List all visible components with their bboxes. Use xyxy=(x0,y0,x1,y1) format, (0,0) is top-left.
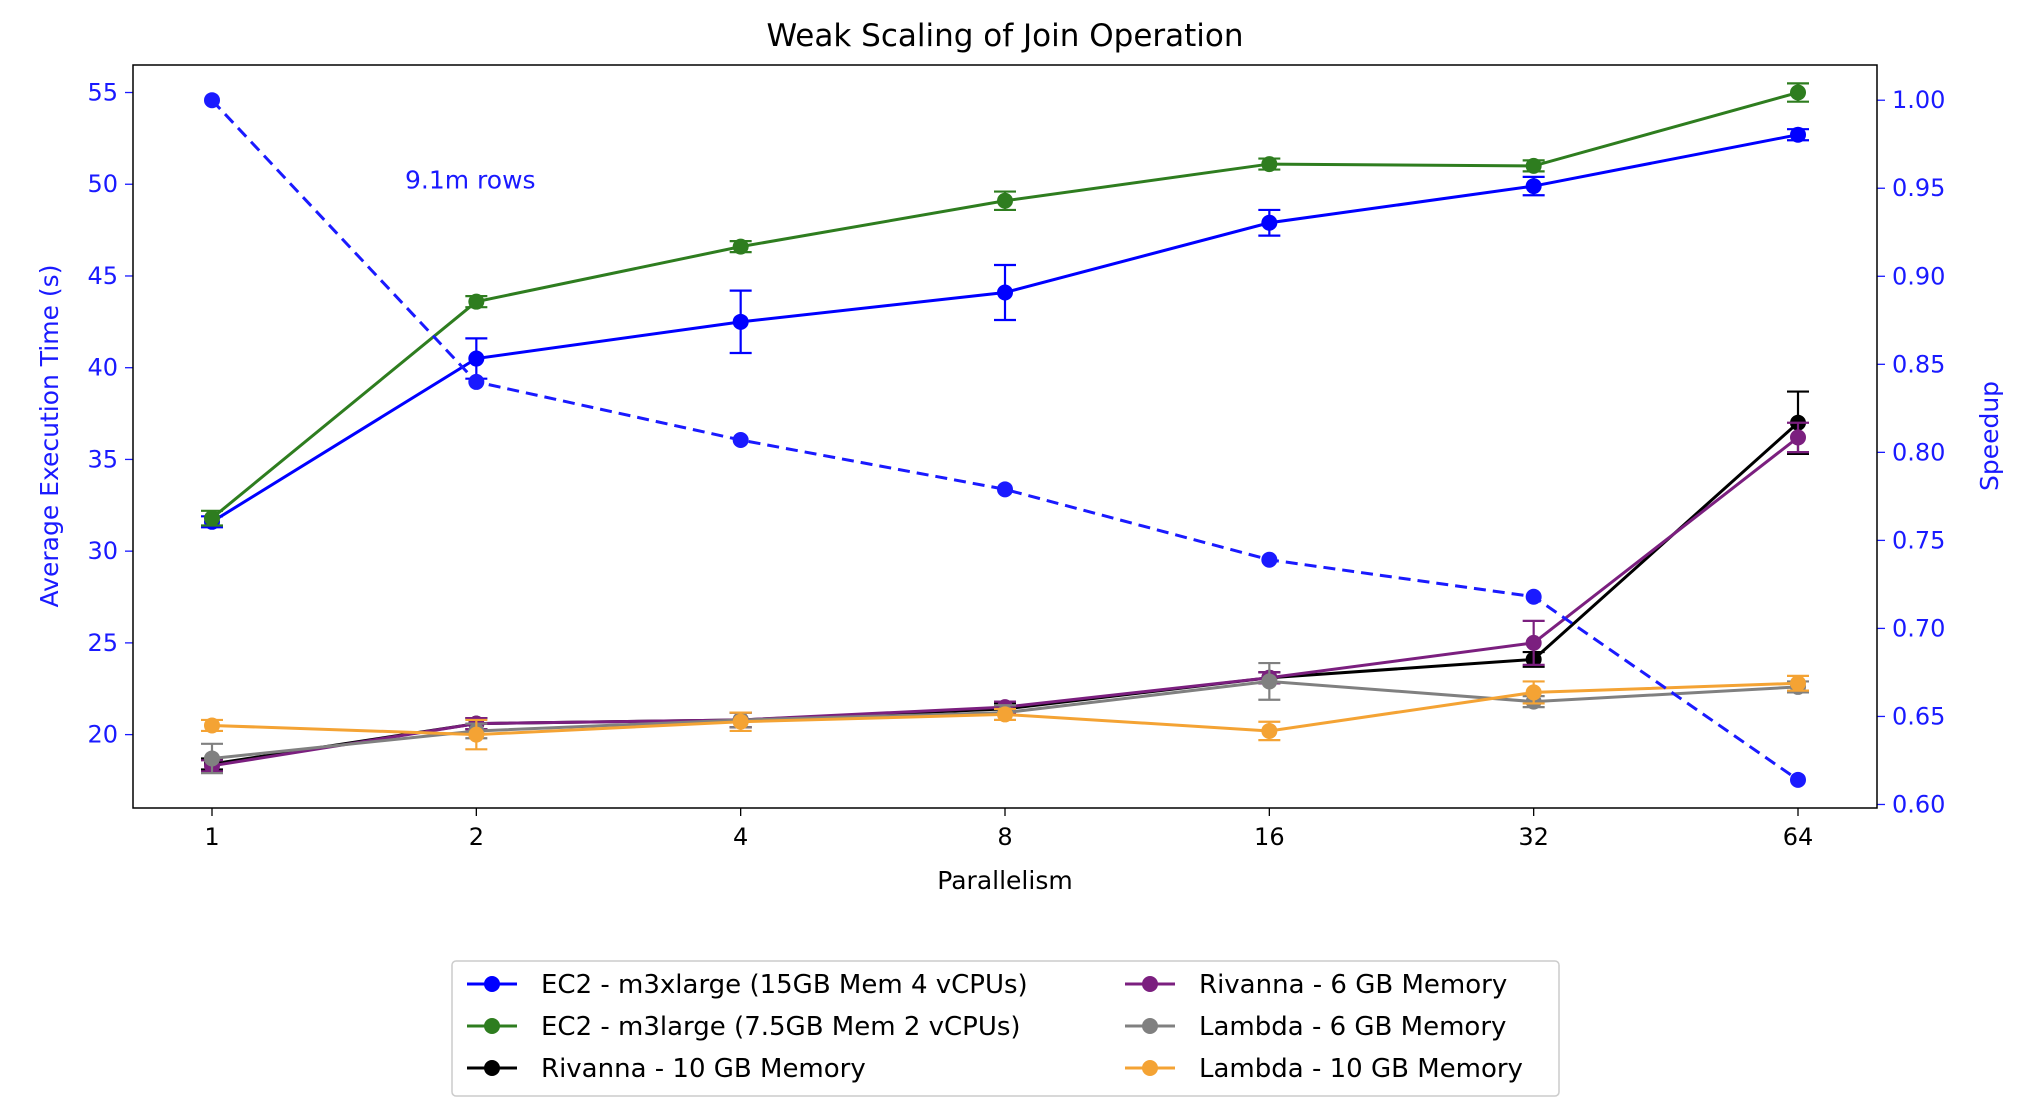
legend-label: Rivanna - 10 GB Memory xyxy=(541,1054,866,1084)
data-point xyxy=(997,706,1013,723)
y-tick-label: 35 xyxy=(87,445,118,473)
legend-swatch-marker xyxy=(484,1060,500,1076)
data-point xyxy=(1790,84,1806,101)
plot-frame xyxy=(132,64,1878,809)
y-right-tick-label: 0.60 xyxy=(1892,790,1945,818)
data-point xyxy=(1525,684,1542,701)
y-tick-label: 20 xyxy=(87,721,118,749)
data-point xyxy=(732,238,749,255)
legend-label: Rivanna - 6 GB Memory xyxy=(1199,970,1507,1000)
data-point xyxy=(1525,588,1542,605)
y-right-tick-label: 0.70 xyxy=(1892,614,1945,642)
y-tick-label: 50 xyxy=(87,170,118,198)
data-point xyxy=(732,432,749,449)
y-axis-label: Average Execution Time (s) xyxy=(35,265,64,608)
y-right-tick-label: 0.95 xyxy=(1892,174,1945,202)
legend-swatch-marker xyxy=(1142,976,1158,992)
y-right-tick-label: 0.80 xyxy=(1892,438,1945,466)
data-point xyxy=(997,481,1013,498)
legend-swatch-marker xyxy=(1142,1060,1158,1076)
y-tick-label: 45 xyxy=(87,262,118,290)
data-point xyxy=(732,713,749,730)
data-point xyxy=(204,717,220,734)
legend: EC2 - m3xlarge (15GB Mem 4 vCPUs) EC2 - m… xyxy=(451,960,1560,1097)
plot-area: 1 2 4 8 16 32 64 20 25 30 35 40 45 50 55 0.60 0.65 0.70 0.… xyxy=(87,79,1945,851)
data-point xyxy=(997,192,1013,209)
data-point xyxy=(1261,673,1278,690)
y-right-tick-label: 0.85 xyxy=(1892,350,1945,378)
data-point xyxy=(468,373,485,390)
y-tick-label: 25 xyxy=(87,629,118,657)
data-point xyxy=(732,313,749,330)
legend-label: EC2 - m3xlarge (15GB Mem 4 vCPUs) xyxy=(541,970,1028,1000)
legend-label: Lambda - 10 GB Memory xyxy=(1199,1054,1523,1084)
legend-box xyxy=(451,960,1560,1097)
data-point xyxy=(204,750,220,767)
x-axis-label: Parallelism xyxy=(937,866,1072,895)
data-point xyxy=(1790,675,1806,692)
y-axis-right-label: Speedup xyxy=(1975,381,2004,491)
data-point xyxy=(1261,722,1278,739)
legend-swatch-marker xyxy=(484,1018,500,1034)
data-point xyxy=(204,510,220,527)
y-right-tick-label: 0.90 xyxy=(1892,262,1945,290)
x-tick-label: 1 xyxy=(204,823,219,851)
y-tick-label: 40 xyxy=(87,354,118,382)
data-point xyxy=(1790,771,1806,788)
data-point xyxy=(1261,214,1278,231)
y-right-tick-label: 1.00 xyxy=(1892,86,1945,114)
legend-swatch-marker xyxy=(484,976,500,992)
y-right-tick-label: 0.65 xyxy=(1892,702,1945,730)
y-tick-label: 55 xyxy=(87,79,118,107)
x-tick-label: 32 xyxy=(1518,823,1549,851)
x-tick-label: 2 xyxy=(469,823,484,851)
data-point xyxy=(1525,178,1542,195)
y-tick-label: 30 xyxy=(87,537,118,565)
y-right-tick-label: 0.75 xyxy=(1892,526,1945,554)
chart-title: Weak Scaling of Join Operation xyxy=(766,18,1243,54)
data-point xyxy=(1790,429,1806,446)
data-point xyxy=(204,92,220,109)
data-point xyxy=(1525,157,1542,174)
x-tick-label: 16 xyxy=(1254,823,1285,851)
data-point xyxy=(468,726,485,743)
data-point xyxy=(1261,156,1278,173)
legend-label: Lambda - 6 GB Memory xyxy=(1199,1012,1506,1042)
data-point xyxy=(468,293,485,310)
data-point xyxy=(997,284,1013,301)
data-point xyxy=(1261,551,1278,568)
x-tick-label: 4 xyxy=(733,823,748,851)
data-point xyxy=(1790,126,1806,143)
legend-swatch-marker xyxy=(1142,1018,1158,1034)
rows-annotation: 9.1m rows xyxy=(405,166,536,195)
x-tick-label: 8 xyxy=(997,823,1012,851)
legend-label: EC2 - m3large (7.5GB Mem 2 vCPUs) xyxy=(541,1012,1021,1042)
x-tick-label: 64 xyxy=(1783,823,1814,851)
data-point xyxy=(1525,634,1542,651)
data-point xyxy=(468,350,485,367)
